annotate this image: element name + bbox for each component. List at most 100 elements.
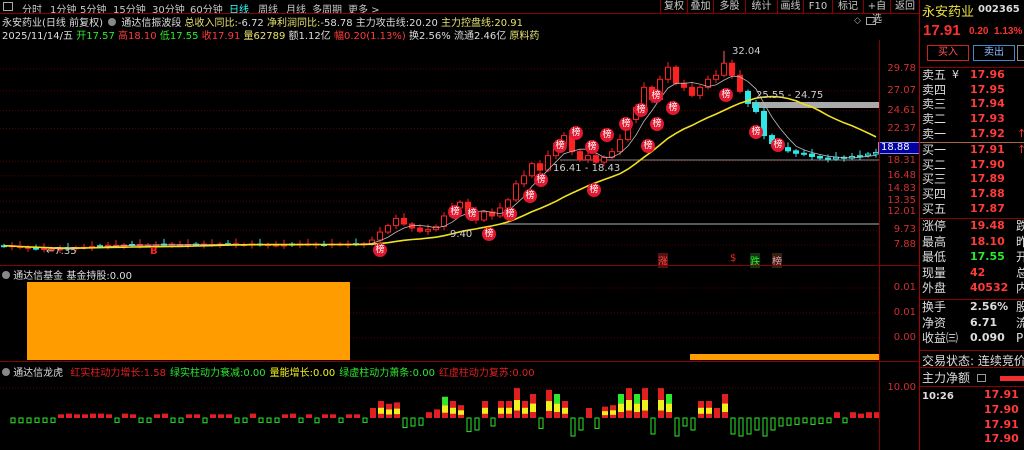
price-axis-label: 29.78: [887, 63, 916, 74]
fund-dropdown-icon[interactable]: [2, 271, 10, 279]
fund-axis-label: 0.01: [893, 282, 916, 293]
dragon-bar-down: [298, 417, 304, 423]
buy-signal: B: [150, 246, 158, 257]
dragon-axis-label: 10.00: [887, 382, 916, 393]
menu-toggle-icon[interactable]: [3, 2, 13, 11]
dragon-bar-down: [10, 417, 16, 424]
toolbar-button-6[interactable]: 标记: [832, 0, 863, 13]
book-value: 6.71: [970, 315, 998, 329]
dragon-bar-down: [842, 417, 848, 424]
tab-3[interactable]: 15分钟: [113, 5, 146, 16]
dragon-bar-red: [218, 414, 224, 418]
bang-marker: 榜: [448, 205, 462, 219]
diamond-icon[interactable]: ◇: [854, 16, 861, 26]
signal-bang: 榜: [772, 253, 782, 268]
dragon-bar-yellow: [442, 405, 448, 413]
dragon-bar-red: [282, 414, 288, 418]
dragon-bar-down: [202, 417, 208, 424]
book-value: 17.95: [970, 82, 1005, 96]
dragon-bar-yellow: [706, 407, 712, 414]
tab-2[interactable]: 5分钟: [80, 5, 107, 16]
tab-10[interactable]: 更多 >: [348, 5, 380, 16]
fund-title: 通达信基金: [13, 271, 64, 282]
book-extra: ¥: [952, 68, 959, 81]
dragon-bar-red: [834, 412, 840, 418]
tab-6[interactable]: 日线: [229, 5, 249, 16]
tab-8[interactable]: 月线: [286, 5, 306, 16]
book-row: 买三 17.89: [922, 172, 1024, 187]
panel-stock-code: 002365: [978, 4, 1020, 15]
net-flow-menu-icon[interactable]: [977, 374, 986, 382]
dragon-bar-red: [290, 413, 296, 418]
kline-chart[interactable]: [0, 0, 920, 450]
dragon-bar-down: [410, 417, 416, 427]
dragon-bar-down: [738, 417, 744, 437]
book-value: 19.48: [970, 219, 1005, 232]
dragon-bar-down: [42, 417, 48, 423]
book-row: 卖三 17.94: [922, 97, 1024, 112]
dragon-bar-down: [242, 417, 248, 423]
close-value: 17.91: [211, 31, 241, 42]
candle-body: [601, 156, 607, 163]
candle-body: [801, 152, 807, 155]
amount: 额1.12亿: [288, 31, 331, 42]
panel-toggle-icon[interactable]: [866, 17, 876, 25]
candle-body: [737, 74, 743, 92]
dragon-bar-down: [402, 417, 408, 429]
candle-body: [785, 147, 791, 152]
tab-0[interactable]: 分时: [22, 5, 42, 16]
indicator-name[interactable]: 通达信振波段: [121, 18, 182, 29]
candle-body: [41, 248, 47, 251]
indicator-dropdown-icon[interactable]: [108, 18, 117, 26]
dragon-bar-red: [98, 413, 104, 418]
candle-body: [537, 163, 543, 171]
dragon-bar-down: [114, 417, 120, 423]
dragon-bar-yellow: [514, 400, 520, 411]
book-value: 18.10: [970, 234, 1005, 248]
sell-button[interactable]: 卖出: [973, 45, 1015, 61]
tab-4[interactable]: 30分钟: [152, 5, 185, 16]
toolbar-button-5[interactable]: F10: [803, 0, 832, 13]
toolbar-button-4[interactable]: 画线: [777, 0, 803, 13]
book-label: 买二: [922, 157, 947, 172]
book-value: 0.090: [970, 331, 1005, 344]
dragon-bar-red: [346, 414, 352, 418]
dragon-bar-yellow: [626, 400, 632, 411]
tab-7[interactable]: 周线: [258, 5, 278, 16]
dragon-bar-red: [186, 414, 192, 418]
book-label: 买一: [922, 143, 947, 157]
profit-value: -58.78: [320, 18, 353, 29]
panel-price: 17.91: [923, 22, 961, 39]
bang-marker: 榜: [666, 101, 680, 115]
dragon-bar-down: [50, 417, 56, 423]
bang-marker: 榜: [585, 140, 599, 154]
candle-body: [721, 62, 727, 76]
dragon-bar-red: [106, 414, 112, 418]
bang-marker: 榜: [569, 126, 583, 140]
dragon-item-label: 红实柱动力增长:: [70, 368, 144, 379]
dragon-bar-down: [314, 417, 320, 424]
dragon-bar-red: [866, 412, 872, 418]
tab-1[interactable]: 1分钟: [50, 5, 77, 16]
dragon-dropdown-icon[interactable]: [2, 368, 10, 376]
buy-button[interactable]: 买入: [927, 45, 969, 61]
tab-5[interactable]: 60分钟: [190, 5, 223, 16]
toolbar-button-0[interactable]: 复权: [660, 0, 687, 13]
toolbar-button-1[interactable]: 叠加: [687, 0, 713, 13]
dragon-bar-green: [442, 396, 448, 406]
book-extra: 跌停: [1016, 219, 1024, 233]
dragon-item-value: 1.58: [143, 368, 167, 379]
dragon-bar-down: [578, 417, 584, 431]
toolbar-button-8[interactable]: 返回: [890, 0, 919, 13]
toolbar-button-7[interactable]: +自选: [863, 0, 890, 25]
book-extra: ↑: [1017, 143, 1024, 156]
book-value: 17.55: [970, 250, 1005, 263]
candle-body: [665, 66, 671, 80]
tab-9[interactable]: 多周期: [312, 5, 342, 16]
toolbar-button-2[interactable]: 多股: [713, 0, 745, 13]
net-flow-label: 主力净额: [922, 371, 971, 385]
toolbar-button-3[interactable]: 统计: [745, 0, 777, 13]
book-row: 外盘 40532 内盘: [922, 281, 1024, 296]
dragon-bar-down: [786, 417, 792, 426]
dragon-bar-red: [90, 413, 96, 418]
